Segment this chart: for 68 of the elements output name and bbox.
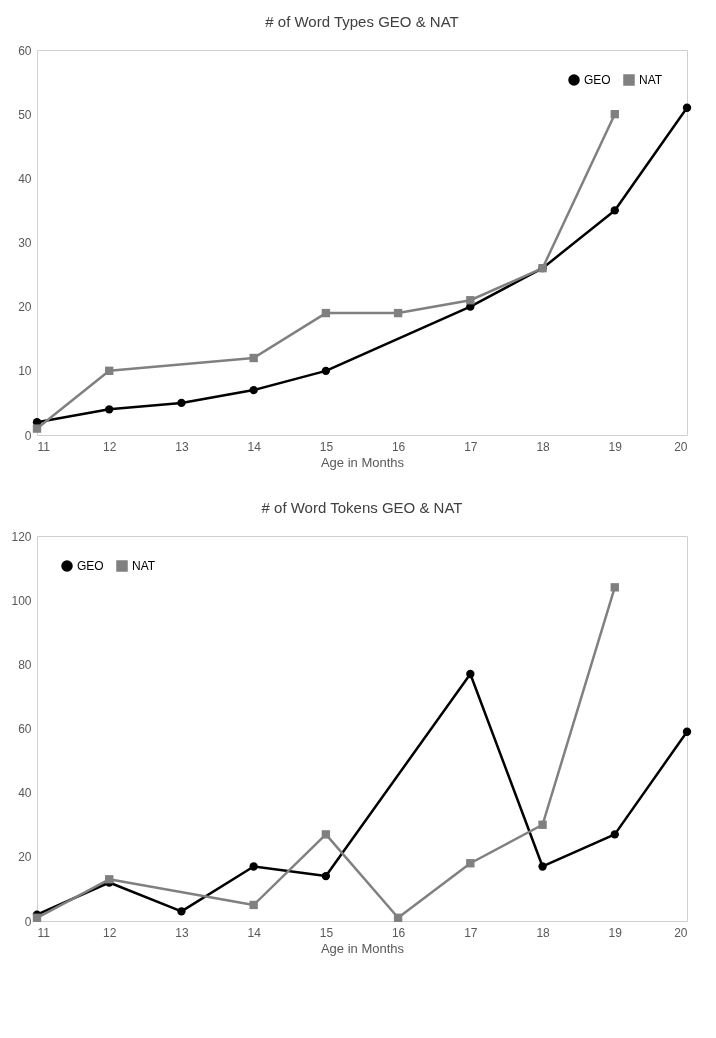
x-tick-label: 16 [391, 439, 406, 454]
point [466, 859, 475, 868]
y-tick-label: 60 [18, 43, 32, 58]
point [321, 830, 331, 839]
point [321, 871, 331, 881]
point [538, 820, 547, 829]
point [105, 405, 114, 414]
point [682, 103, 692, 112]
x-tick-label: 17 [464, 925, 478, 940]
point [538, 862, 547, 871]
y-tick-label: 100 [11, 593, 32, 608]
y-tick-label: 40 [18, 786, 32, 801]
y-tick-label: 0 [24, 914, 32, 929]
y-tick-label: 20 [18, 850, 32, 865]
legend-label: GEO [584, 73, 611, 87]
chart-title: # of Word Types GEO & NAT [265, 13, 459, 30]
point [105, 366, 114, 376]
y-tick-label: 0 [24, 428, 32, 443]
legend-label: NAT [132, 559, 156, 573]
point [249, 385, 258, 395]
x-tick-label: 18 [536, 439, 551, 454]
point [32, 424, 42, 433]
y-tick-label: 60 [18, 722, 32, 736]
point [177, 907, 186, 916]
point [466, 296, 475, 305]
y-tick-label: 10 [18, 364, 32, 379]
y-tick-label: 40 [18, 171, 32, 186]
point [249, 862, 258, 871]
x-axis-title: Age in Months [320, 454, 405, 470]
x-tick-label: 18 [536, 925, 551, 940]
chart-title: # of Word Tokens GEO & NAT [261, 499, 463, 516]
point [393, 913, 403, 922]
x-tick-label: 16 [391, 925, 406, 940]
x-tick-label: 20 [674, 439, 688, 454]
point [249, 900, 258, 910]
x-tick-label: 12 [103, 439, 117, 454]
point [177, 398, 186, 408]
y-tick-label: 20 [18, 300, 32, 315]
x-tick-label: 17 [464, 439, 478, 454]
x-tick-label: 11 [37, 925, 51, 940]
point [321, 366, 331, 376]
legend-label: NAT [639, 73, 663, 87]
x-axis-title: Age in Months [320, 940, 405, 956]
y-tick-label: 80 [18, 657, 32, 672]
x-tick-label: 13 [175, 439, 189, 454]
legend-label: GEO [77, 559, 104, 573]
x-tick-label: 15 [319, 925, 334, 940]
x-tick-label: 20 [674, 925, 688, 940]
point [610, 109, 619, 119]
point [610, 830, 619, 839]
point [610, 206, 619, 215]
x-tick-label: 12 [103, 925, 117, 940]
point [393, 308, 403, 318]
y-tick-label: 120 [11, 529, 32, 544]
point [321, 308, 331, 318]
x-tick-label: 19 [608, 925, 623, 940]
x-tick-label: 13 [175, 925, 189, 940]
x-tick-label: 11 [37, 439, 51, 454]
point [249, 353, 258, 363]
y-tick-label: 50 [18, 107, 32, 122]
x-tick-label: 14 [247, 925, 262, 940]
point [682, 727, 692, 736]
y-tick-label: 30 [18, 236, 32, 250]
point [466, 669, 475, 679]
x-tick-label: 19 [608, 439, 623, 454]
x-tick-label: 14 [247, 439, 262, 454]
x-tick-label: 15 [319, 439, 334, 454]
point [610, 583, 619, 592]
